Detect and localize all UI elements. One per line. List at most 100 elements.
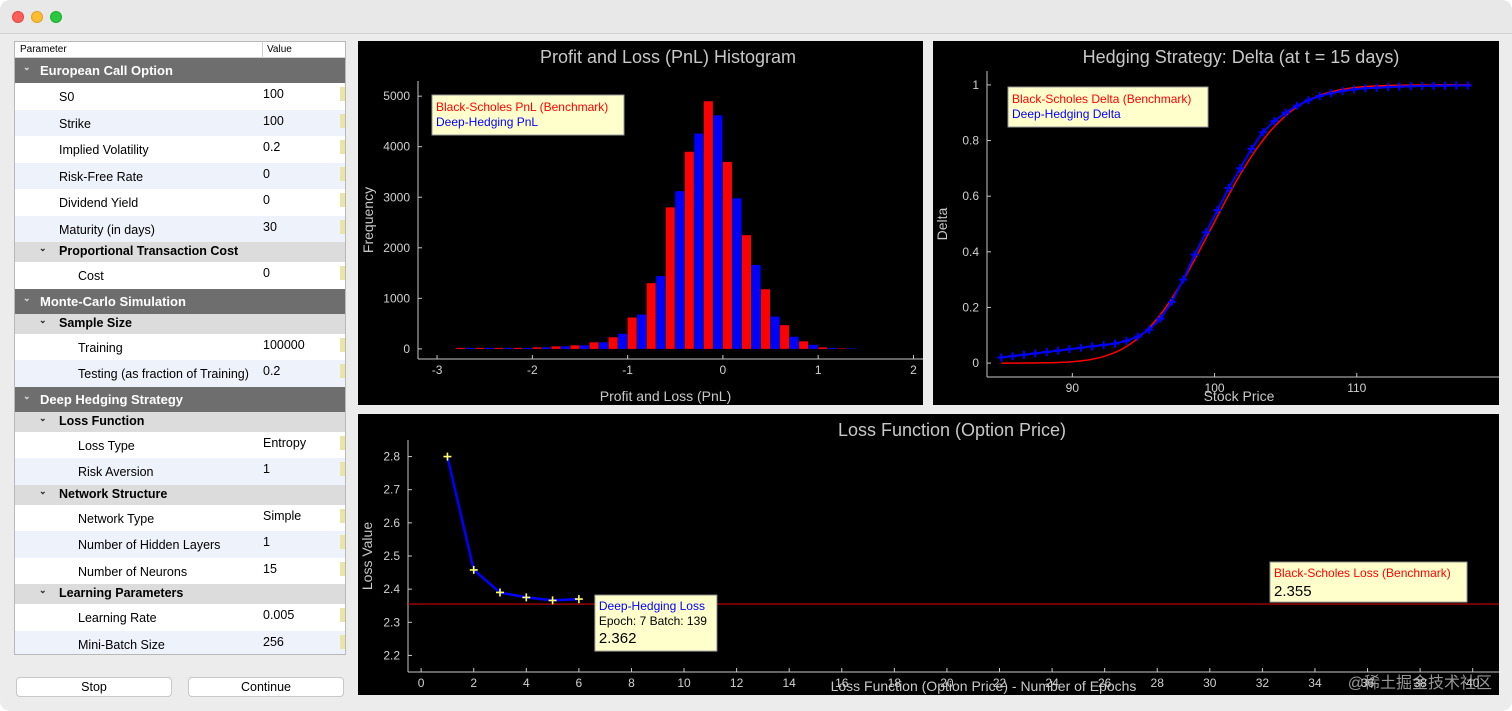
- tree-item-row[interactable]: Cost 0: [15, 262, 345, 289]
- tree-item-row[interactable]: Number of Neurons 15: [15, 558, 345, 585]
- tree-item-row[interactable]: Loss Type Entropy: [15, 432, 345, 459]
- tree-item-row[interactable]: Maturity (in days) 30: [15, 215, 345, 242]
- delta-marker: [1122, 336, 1131, 345]
- tree-row-value[interactable]: 15: [263, 561, 277, 576]
- tree-row-value[interactable]: 0.2: [263, 140, 281, 154]
- edit-handle[interactable]: [340, 435, 345, 450]
- maximize-window-button[interactable]: [50, 11, 62, 23]
- tree-row-label: Loss Function: [59, 413, 145, 428]
- histogram-bar: [484, 347, 494, 349]
- tree-row-value[interactable]: 1: [263, 462, 270, 476]
- value-column-header[interactable]: Value: [267, 44, 292, 55]
- tree-row-value[interactable]: 100: [263, 113, 284, 128]
- edit-handle[interactable]: [340, 219, 345, 234]
- edit-handle[interactable]: [340, 561, 345, 576]
- edit-handle[interactable]: [340, 87, 345, 101]
- tree-group-row[interactable]: ⌄ Deep Hedging Strategy: [15, 386, 345, 412]
- tree-row-value[interactable]: 1: [263, 535, 270, 549]
- edit-handle[interactable]: [340, 462, 345, 476]
- tree-row-value[interactable]: 0: [263, 193, 270, 207]
- parameter-tree[interactable]: Parameter Value ⌄ European Call Option S0 1…: [14, 41, 346, 655]
- tree-row-value[interactable]: 30: [263, 219, 277, 234]
- y-tick-label: 2.7: [383, 483, 400, 497]
- minimize-window-button[interactable]: [31, 11, 43, 23]
- pnl-histogram-panel: -3 -2 -1 0 1 2 0 1000 2000 3000 4000 5000 Profit and…: [358, 41, 923, 405]
- tree-row-label: Risk Aversion: [78, 465, 154, 479]
- edit-handle[interactable]: [340, 535, 345, 549]
- chevron-down-icon[interactable]: ⌄: [39, 585, 47, 595]
- tree-item-row[interactable]: Number of Hidden Layers 1: [15, 531, 345, 558]
- stop-button[interactable]: Stop: [16, 677, 172, 697]
- delta-marker: [1133, 332, 1142, 341]
- edit-handle[interactable]: [340, 608, 345, 622]
- edit-handle[interactable]: [340, 166, 345, 181]
- chevron-down-icon[interactable]: ⌄: [23, 390, 31, 401]
- chevron-down-icon[interactable]: ⌄: [23, 62, 31, 72]
- tree-row-value[interactable]: 0: [263, 266, 270, 280]
- chevron-down-icon[interactable]: ⌄: [39, 485, 47, 496]
- tree-row-value[interactable]: Entropy: [263, 435, 307, 450]
- tree-subgroup-row[interactable]: ⌄ Sample Size: [15, 313, 345, 334]
- tree-row-value[interactable]: 100: [263, 87, 284, 101]
- tree-subgroup-row[interactable]: ⌄ Learning Parameters: [15, 584, 345, 604]
- edit-handle[interactable]: [340, 266, 345, 280]
- tree-item-row[interactable]: Implied Volatility 0.2: [15, 136, 345, 163]
- tree-item-row[interactable]: Mini-Batch Size 256: [15, 630, 345, 654]
- tree-item-row[interactable]: Learning Rate 0.005: [15, 604, 345, 631]
- loss-marker: [469, 565, 478, 574]
- tree-subgroup-row[interactable]: ⌄ Loss Function: [15, 411, 345, 432]
- y-tick-label: 0.8: [962, 134, 979, 148]
- edit-handle[interactable]: [340, 508, 345, 523]
- tree-group-row[interactable]: ⌄ Monte-Carlo Simulation: [15, 288, 345, 314]
- delta-marker: [1099, 341, 1108, 350]
- tree-row-value[interactable]: Simple: [263, 508, 302, 523]
- continue-button[interactable]: Continue: [188, 677, 344, 697]
- x-tick-label: -2: [527, 363, 538, 377]
- tree-item-row[interactable]: Dividend Yield 0: [15, 189, 345, 216]
- chevron-down-icon[interactable]: ⌄: [39, 243, 47, 253]
- histogram-bar: [541, 347, 551, 349]
- x-tick-label: 4: [523, 676, 530, 690]
- tree-row-label: Mini-Batch Size: [78, 637, 165, 652]
- edit-handle[interactable]: [340, 634, 345, 649]
- tree-item-row[interactable]: Network Type Simple: [15, 505, 345, 532]
- column-divider[interactable]: [262, 42, 263, 58]
- tree-item-row[interactable]: Risk-Free Rate 0: [15, 162, 345, 189]
- chevron-down-icon[interactable]: ⌄: [23, 292, 31, 303]
- edit-handle[interactable]: [340, 193, 345, 207]
- delta-marker: [1167, 297, 1176, 306]
- tree-item-row[interactable]: Testing (as fraction of Training) 0.2: [15, 360, 345, 387]
- loss-marker: [548, 596, 557, 605]
- chevron-down-icon[interactable]: ⌄: [39, 412, 47, 423]
- tree-item-row[interactable]: Training 100000: [15, 334, 345, 361]
- edit-handle[interactable]: [340, 337, 345, 352]
- delta-marker: [1270, 117, 1279, 126]
- parameter-column-header[interactable]: Parameter: [20, 44, 67, 55]
- delta-marker: [1304, 96, 1313, 105]
- tree-row-value[interactable]: 0.2: [263, 364, 281, 378]
- x-tick-label: 38: [1413, 676, 1427, 690]
- edit-handle[interactable]: [340, 113, 345, 128]
- tree-item-row[interactable]: S0 100: [15, 83, 345, 110]
- delta-marker: [1190, 250, 1199, 259]
- tree-row-label: Learning Parameters: [59, 586, 184, 600]
- tree-subgroup-row[interactable]: ⌄ Proportional Transaction Cost: [15, 242, 345, 262]
- tree-row-value[interactable]: 0.005: [263, 608, 295, 622]
- tree-row-value[interactable]: 256: [263, 634, 284, 649]
- tree-item-row[interactable]: Strike 100: [15, 109, 345, 136]
- tree-item-row[interactable]: Risk Aversion 1: [15, 458, 345, 485]
- histogram-bar: [551, 346, 561, 349]
- delta-marker: [1076, 343, 1085, 352]
- tree-row-value[interactable]: 0: [263, 166, 270, 181]
- histogram-bar: [770, 316, 780, 349]
- tree-row-value[interactable]: 100000: [263, 337, 305, 352]
- chevron-down-icon[interactable]: ⌄: [39, 314, 47, 325]
- edit-handle[interactable]: [340, 364, 345, 378]
- edit-handle[interactable]: [340, 140, 345, 154]
- y-tick-label: 2.3: [383, 615, 400, 629]
- close-window-button[interactable]: [12, 11, 24, 23]
- pnl-histogram-chart: -3 -2 -1 0 1 2 0 1000 2000 3000 4000 5000 Profit and…: [360, 47, 923, 404]
- delta-chart: 90 100 110 0 0.2 0.4 0.6 0.8 1 Hedging Strategy: …: [934, 47, 1499, 404]
- tree-subgroup-row[interactable]: ⌄ Network Structure: [15, 484, 345, 505]
- tree-group-row[interactable]: ⌄ European Call Option: [15, 58, 345, 83]
